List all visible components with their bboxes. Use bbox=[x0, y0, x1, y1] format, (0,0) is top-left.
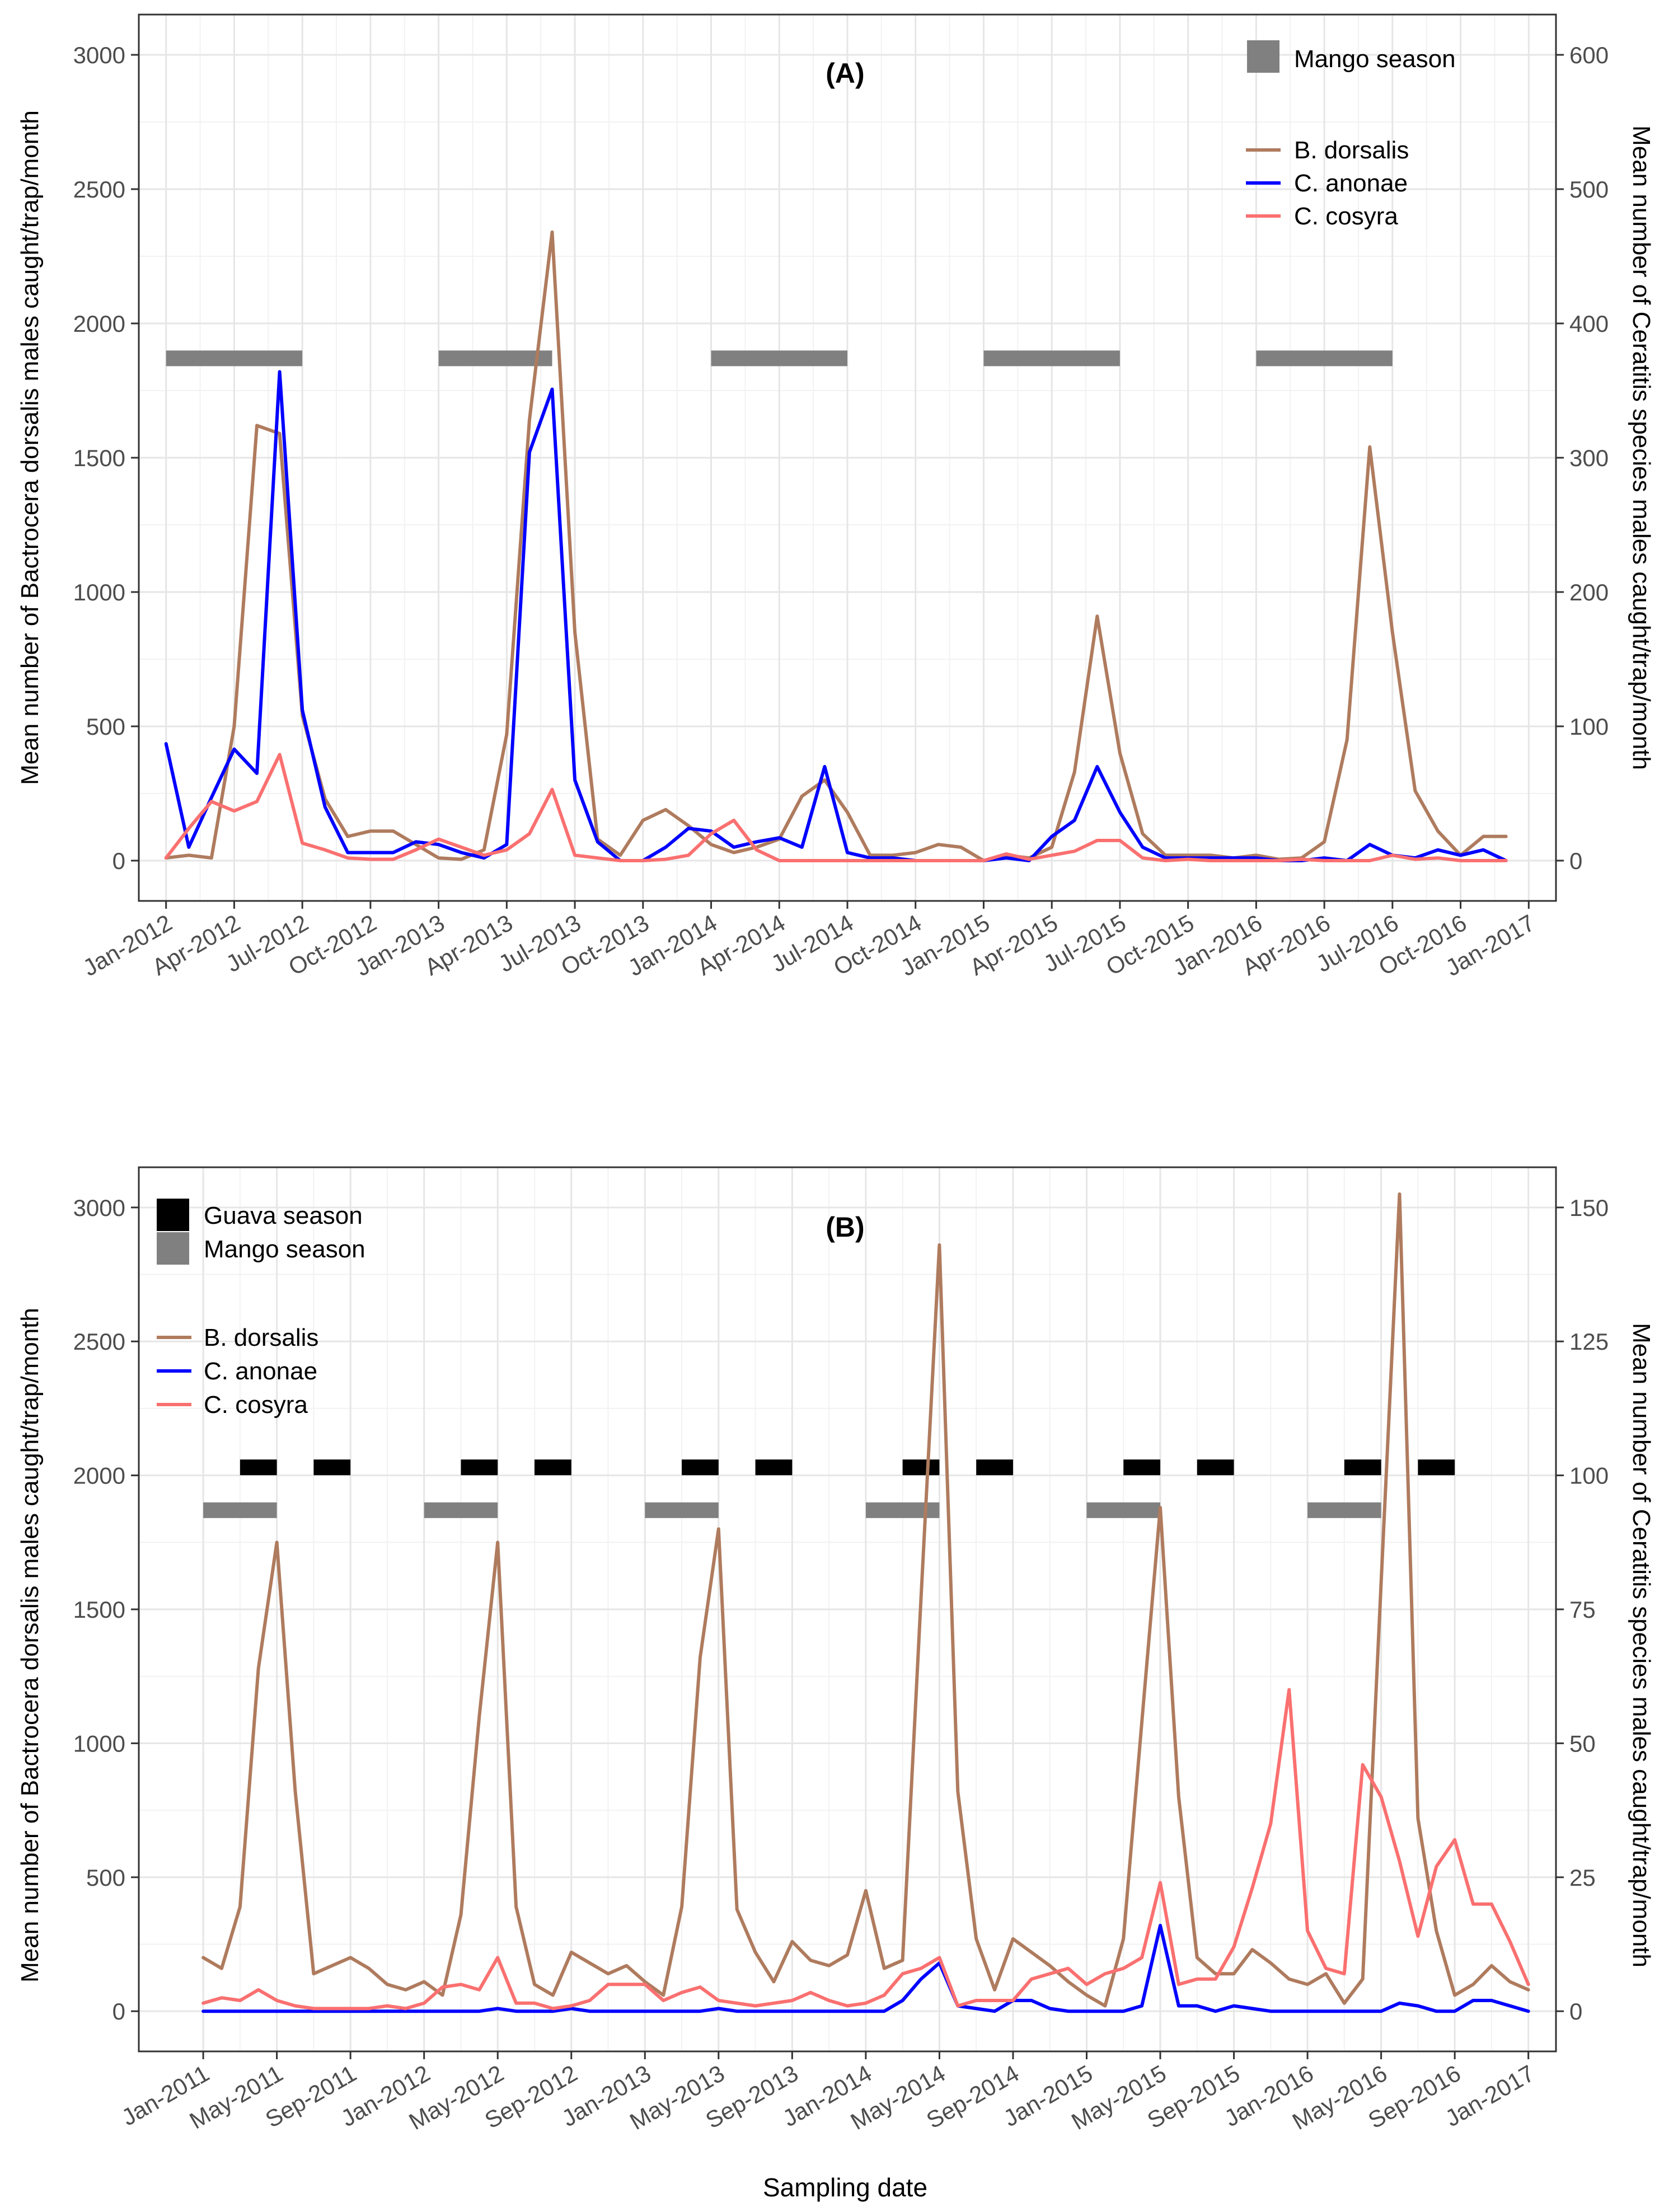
right-axis-tick-label: 400 bbox=[1569, 311, 1609, 337]
legend-a-label-mango-season: Mango season bbox=[1294, 45, 1456, 73]
panel-a-series-lines bbox=[164, 230, 1508, 862]
left-axis-tick-label: 2500 bbox=[73, 176, 125, 203]
series-line-b-dorsalis bbox=[201, 1192, 1530, 2008]
series-line-c-cosyra bbox=[201, 1688, 1530, 2011]
legend-b-swatch-guava-season bbox=[157, 1199, 189, 1231]
panel-a-right-axis-title: Mean number of Ceratitis species males c… bbox=[1628, 125, 1655, 770]
left-axis-tick-label: 500 bbox=[86, 1865, 125, 1891]
legend-a-label-b-dorsalis: B. dorsalis bbox=[1294, 137, 1409, 164]
legend-a-label-c-cosyra: C. cosyra bbox=[1294, 203, 1398, 230]
panel-a-left-axis: 0 500 1000 1500 2000 2500 3000 bbox=[73, 42, 139, 874]
left-axis-tick-label: 0 bbox=[113, 848, 125, 874]
panel-b-series-lines bbox=[201, 1192, 1530, 2013]
left-axis-tick-label: 2500 bbox=[73, 1328, 125, 1355]
legend-b-swatch-mango-season bbox=[157, 1232, 189, 1265]
panel-b-gridlines bbox=[139, 1167, 1556, 2051]
panel-b-season-bars bbox=[203, 1459, 1455, 1518]
panel-b-title: (B) bbox=[826, 1211, 864, 1243]
right-axis-tick-label: 50 bbox=[1569, 1730, 1596, 1757]
right-axis-tick-label: 100 bbox=[1569, 1463, 1609, 1489]
legend-a-label-c-anonae: C. anonae bbox=[1294, 170, 1408, 197]
legend-b-label-b-dorsalis: B. dorsalis bbox=[204, 1324, 318, 1351]
left-axis-tick-label: 1000 bbox=[73, 579, 125, 605]
panel-a-gridlines bbox=[139, 15, 1556, 901]
left-axis-tick-label: 1500 bbox=[73, 445, 125, 471]
right-axis-tick-label: 100 bbox=[1569, 713, 1609, 740]
right-axis-tick-label: 200 bbox=[1569, 579, 1609, 605]
panel-b-right-axis: 0 25 50 75 100 125 150 bbox=[1556, 1195, 1609, 2025]
panel-b-left-axis: 0 500 1000 1500 2000 2500 3000 bbox=[73, 1195, 139, 2025]
right-axis-tick-label: 125 bbox=[1569, 1328, 1609, 1355]
left-axis-tick-label: 1500 bbox=[73, 1596, 125, 1623]
left-axis-tick-label: 0 bbox=[113, 1998, 125, 2025]
legend-b-label-mango-season: Mango season bbox=[204, 1236, 365, 1263]
right-axis-tick-label: 25 bbox=[1569, 1865, 1596, 1891]
left-axis-tick-label: 2000 bbox=[73, 1463, 125, 1489]
x-axis-title: Sampling date bbox=[763, 2173, 927, 2202]
legend-a-swatch-mango-season bbox=[1247, 40, 1279, 73]
left-axis-tick-label: 3000 bbox=[73, 1195, 125, 1221]
panel-a-season-legend: Mango season bbox=[1247, 40, 1456, 73]
right-axis-tick-label: 300 bbox=[1569, 445, 1609, 471]
panel-a-title: (A) bbox=[826, 58, 864, 89]
left-axis-tick-label: 2000 bbox=[73, 311, 125, 337]
legend-b-label-c-anonae: C. anonae bbox=[204, 1358, 317, 1385]
panel-a-right-axis: 0 100 200 300 400 500 600 bbox=[1556, 42, 1609, 874]
right-axis-tick-label: 0 bbox=[1569, 1998, 1582, 2025]
panel-a-series-legend: B. dorsalis C. anonae C. cosyra bbox=[1246, 137, 1409, 230]
right-axis-tick-label: 600 bbox=[1569, 42, 1609, 68]
panel-a: Mean number of Bactrocera dorsalis males… bbox=[16, 13, 1655, 981]
panel-b-right-axis-title: Mean number of Ceratitis species males c… bbox=[1628, 1323, 1655, 1967]
panel-b-season-legend: Guava season Mango season bbox=[157, 1199, 365, 1265]
right-axis-tick-label: 500 bbox=[1569, 176, 1609, 203]
legend-b-label-c-cosyra: C. cosyra bbox=[204, 1391, 308, 1419]
right-axis-tick-label: 75 bbox=[1569, 1596, 1596, 1623]
left-axis-tick-label: 3000 bbox=[73, 42, 125, 68]
panel-b: Mean number of Bactrocera dorsalis males… bbox=[16, 1166, 1655, 2135]
series-line-c-cosyra bbox=[164, 753, 1508, 862]
panel-b-series-legend: B. dorsalis C. anonae C. cosyra bbox=[157, 1324, 318, 1419]
left-axis-tick-label: 500 bbox=[86, 713, 125, 740]
right-axis-tick-label: 150 bbox=[1569, 1195, 1609, 1221]
left-axis-tick-label: 1000 bbox=[73, 1730, 125, 1757]
right-axis-tick-label: 0 bbox=[1569, 848, 1582, 874]
series-line-c-anonae bbox=[201, 1924, 1530, 2013]
legend-b-label-guava-season: Guava season bbox=[204, 1202, 363, 1229]
panel-b-left-axis-title: Mean number of Bactrocera dorsalis males… bbox=[16, 1308, 44, 1983]
panel-a-left-axis-title: Mean number of Bactrocera dorsalis males… bbox=[16, 110, 44, 785]
